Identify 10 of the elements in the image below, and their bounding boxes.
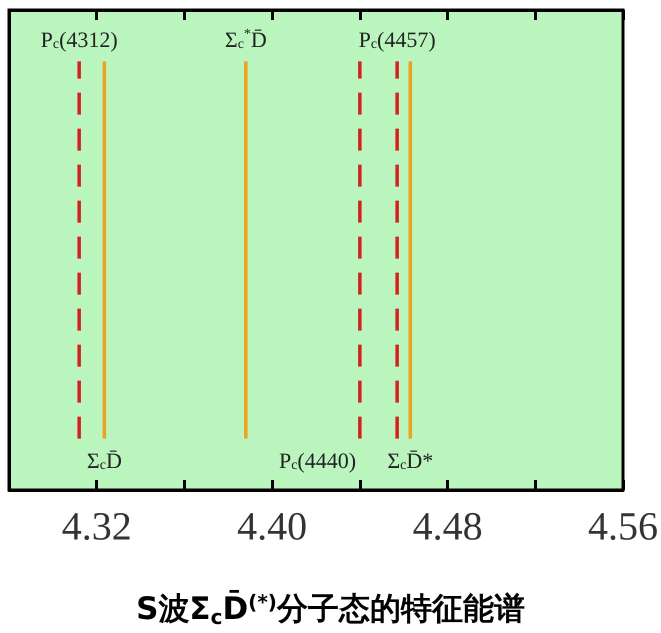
x-tick-label: 4.56 [588,504,658,548]
x-tick-label: 4.48 [412,504,483,548]
series-label: Pc(4457) [358,26,436,52]
text: 4.40 [237,504,308,548]
series-label: ΣcD̄* [387,448,434,474]
series-label: ΣcD̄ [86,448,122,474]
x-tick-label: 4.32 [62,504,132,548]
series-label: Pc(4440) [278,448,356,474]
series-label: Pc(4312) [40,26,118,52]
series-label: Σc*D̄ [224,26,267,52]
